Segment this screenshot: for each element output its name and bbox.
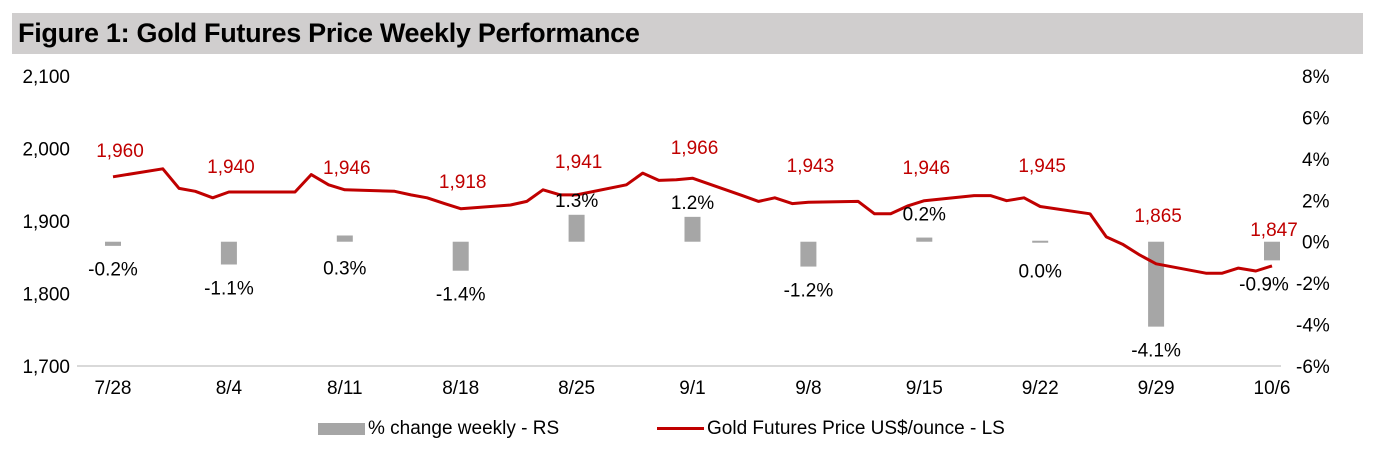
left-tick-label: 1,800 bbox=[22, 285, 70, 306]
bar bbox=[1148, 241, 1165, 327]
bar-data-label: 0.0% bbox=[1019, 262, 1062, 283]
price-data-label: 1,945 bbox=[1018, 156, 1066, 177]
price-line bbox=[112, 167, 1273, 275]
bar-data-labels: -0.2% -1.1% 0.3% -1.4% 1.3% 1.2% -1.2% 0.2% 0.0%… bbox=[88, 191, 1289, 362]
bar bbox=[105, 241, 121, 246]
legend-item-line: Gold Futures Price US$/ounce - LS bbox=[657, 418, 1005, 440]
legend-line-swatch bbox=[657, 427, 704, 431]
bar bbox=[684, 216, 701, 242]
bar-data-label: -0.2% bbox=[88, 260, 138, 281]
x-tick-label: 8/25 bbox=[558, 378, 595, 399]
bar-data-label: -1.4% bbox=[436, 285, 486, 306]
bar-data-label: 0.3% bbox=[323, 259, 366, 280]
legend-bar-label: % change weekly - RS bbox=[368, 418, 560, 439]
x-tick-label: 8/11 bbox=[327, 378, 363, 399]
right-tick-label: 2% bbox=[1302, 191, 1330, 212]
bar bbox=[916, 237, 933, 242]
price-data-label: 1,946 bbox=[323, 158, 371, 179]
left-tick-label: 2,100 bbox=[22, 67, 70, 88]
price-data-label: 1,946 bbox=[903, 158, 951, 179]
bar-data-label: 1.3% bbox=[555, 191, 598, 212]
price-data-label: 1,941 bbox=[555, 152, 603, 173]
price-data-label: 1,960 bbox=[96, 141, 144, 162]
title-bar: Figure 1: Gold Futures Price Weekly Perf… bbox=[12, 13, 1363, 54]
legend-item-bar: % change weekly - RS bbox=[318, 418, 559, 440]
bar-data-label: 1.2% bbox=[671, 193, 714, 214]
legend-line-label: Gold Futures Price US$/ounce - LS bbox=[707, 418, 1005, 439]
right-tick-label: 0% bbox=[1302, 233, 1330, 254]
right-tick-label: 6% bbox=[1302, 108, 1330, 129]
x-tick-label: 10/6 bbox=[1254, 378, 1291, 399]
left-tick-label: 1,700 bbox=[22, 357, 70, 378]
price-data-label: 1,918 bbox=[439, 172, 487, 193]
x-tick-label: 9/15 bbox=[906, 378, 943, 399]
right-tick-label: -2% bbox=[1296, 274, 1330, 295]
bar-series bbox=[105, 214, 1280, 327]
bar-data-label: -1.1% bbox=[204, 279, 254, 300]
bar bbox=[800, 241, 817, 267]
bar-data-label: -0.9% bbox=[1239, 274, 1289, 295]
right-tick-label: 8% bbox=[1302, 67, 1330, 88]
x-tick-label: 8/4 bbox=[216, 378, 243, 399]
x-tick-label: 9/22 bbox=[1022, 378, 1059, 399]
bar bbox=[336, 235, 353, 242]
bar-data-label: 0.2% bbox=[903, 205, 946, 226]
price-data-label: 1,847 bbox=[1250, 220, 1298, 241]
bar-data-label: -1.2% bbox=[784, 281, 834, 302]
left-tick-label: 1,900 bbox=[22, 212, 70, 233]
price-data-label: 1,865 bbox=[1134, 206, 1182, 227]
x-tick-label: 7/28 bbox=[95, 378, 132, 399]
bar bbox=[220, 241, 237, 265]
right-tick-label: -6% bbox=[1296, 357, 1330, 378]
left-tick-label: 2,000 bbox=[22, 140, 70, 161]
left-axis: 1,700 1,800 1,900 2,000 2,100 bbox=[22, 67, 70, 378]
x-tick-label: 8/18 bbox=[442, 378, 479, 399]
price-data-label: 1,940 bbox=[207, 157, 255, 178]
chart-title: Figure 1: Gold Futures Price Weekly Perf… bbox=[18, 18, 640, 48]
x-tick-label: 9/29 bbox=[1138, 378, 1175, 399]
right-axis: -6% -4% -2% 0% 2% 4% 6% 8% bbox=[1296, 67, 1330, 378]
legend-bar-swatch bbox=[318, 422, 365, 435]
bar-data-label: -4.1% bbox=[1131, 341, 1181, 362]
price-data-labels: 1,960 1,940 1,946 1,918 1,941 1,966 1,943 1,946… bbox=[96, 138, 1298, 241]
right-tick-label: 4% bbox=[1302, 150, 1330, 171]
bar bbox=[452, 241, 469, 271]
bar bbox=[1032, 240, 1049, 243]
bar bbox=[568, 214, 585, 242]
price-data-label: 1,966 bbox=[671, 138, 719, 159]
x-axis: 7/28 8/4 8/11 8/18 8/25 9/1 9/8 9/15 9/22 9/29 10/… bbox=[95, 378, 1291, 399]
bar bbox=[1264, 241, 1280, 261]
x-tick-label: 9/8 bbox=[795, 378, 821, 399]
x-tick-label: 9/1 bbox=[679, 378, 705, 399]
price-data-label: 1,943 bbox=[787, 156, 835, 177]
right-tick-label: -4% bbox=[1296, 316, 1330, 337]
